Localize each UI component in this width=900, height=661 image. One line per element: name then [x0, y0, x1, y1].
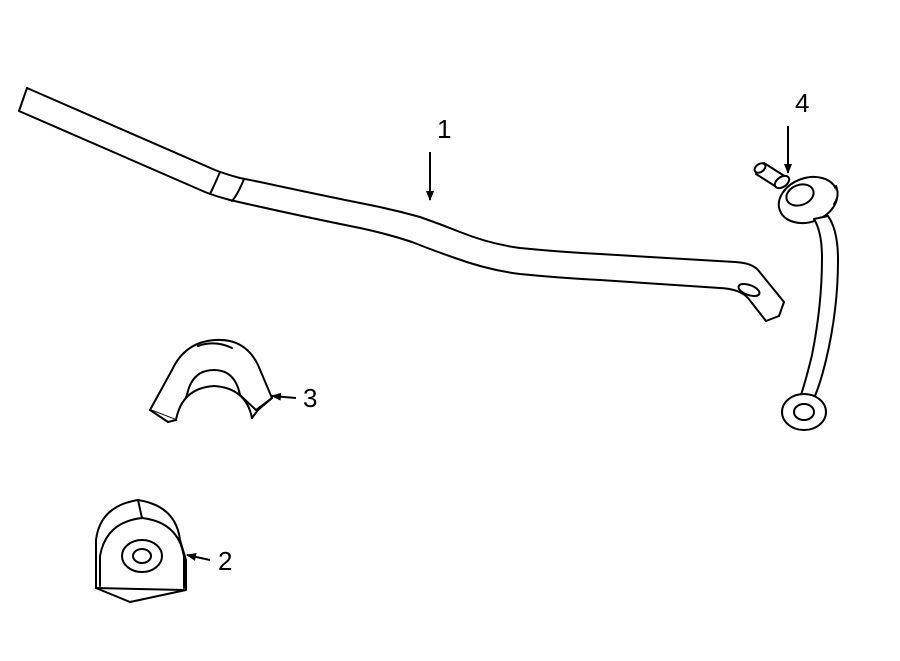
- callout-leader-2: [187, 555, 210, 560]
- callout-label-2: 2: [218, 546, 232, 576]
- callout-label-1: 1: [437, 114, 451, 144]
- stabilizer-bar: [19, 88, 784, 321]
- parts-diagram: 1 2 3 4: [0, 0, 900, 661]
- stabilizer-bar-link: [753, 161, 844, 430]
- stabilizer-bar-bracket: [150, 340, 272, 422]
- callout-leader-3: [272, 396, 296, 398]
- callout-label-4: 4: [795, 88, 809, 118]
- stabilizer-bar-bushing: [96, 500, 186, 602]
- callout-label-3: 3: [303, 383, 317, 413]
